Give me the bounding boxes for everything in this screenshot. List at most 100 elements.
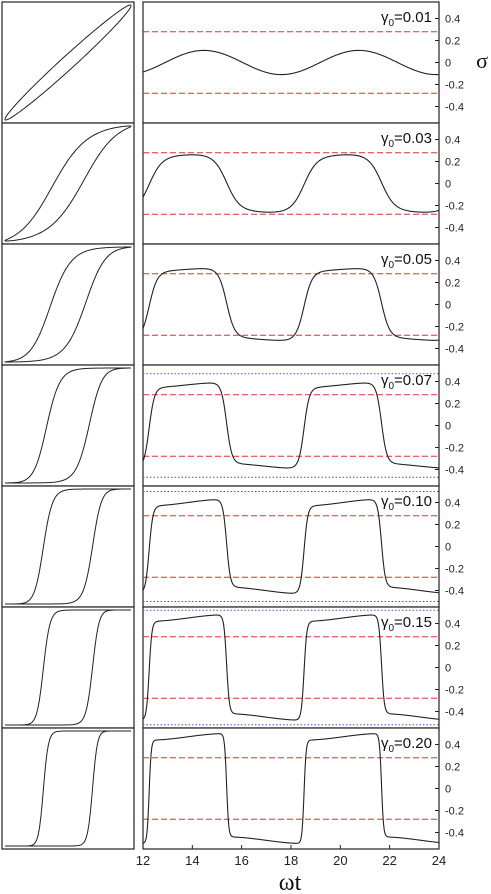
x-tick-label: 20 — [333, 853, 347, 868]
gamma-subscript: 0 — [388, 502, 394, 513]
y-tick-label: -0.4 — [445, 828, 464, 840]
gamma-subscript: 0 — [388, 623, 394, 634]
loop-curve — [4, 246, 132, 363]
gamma-value: =0.03 — [394, 130, 432, 147]
time-frame — [142, 606, 440, 729]
time-panel: γ0=0.20 0.4 0.2 0 -0.2 -0.4 — [142, 727, 464, 850]
y-tick-label: 0 — [445, 179, 451, 191]
gamma-value: =0.15 — [394, 614, 432, 631]
y-tick-label: 0.4 — [445, 498, 460, 510]
loop-panel — [1, 1, 135, 124]
time-frame — [142, 243, 440, 366]
gamma-subscript: 0 — [388, 260, 394, 271]
y-tick-label: 0.4 — [445, 619, 460, 631]
gamma-symbol: γ — [381, 493, 389, 510]
gamma-label: γ0=0.10 — [381, 493, 432, 513]
loop-panel — [1, 243, 135, 366]
time-panel: γ0=0.15 0.40.20-0.2-0.4 — [142, 606, 464, 729]
y-tick-label: -0.4 — [445, 102, 464, 114]
y-tick-label: 0 — [445, 784, 451, 796]
time-frame — [142, 485, 440, 608]
gamma-subscript: 0 — [388, 18, 394, 29]
y-tick-label: 0.4 — [445, 377, 460, 389]
loop-frame — [1, 122, 135, 245]
gamma-label: γ0=0.05 — [381, 251, 432, 271]
loop-frame — [1, 485, 135, 608]
y-tick-label: -0.4 — [445, 465, 464, 477]
gamma-symbol: γ — [381, 251, 389, 268]
y-tick-label: 0.2 — [445, 641, 460, 653]
loop-curve — [5, 367, 131, 484]
y-tick-label: -0.2 — [445, 564, 464, 576]
y-tick-label: 0 — [445, 300, 451, 312]
stress-curve — [142, 614, 440, 721]
stress-curve — [142, 733, 440, 844]
time-frame — [142, 122, 440, 245]
gamma-label: γ0=0.01 — [381, 9, 432, 29]
loop-curve — [5, 609, 131, 726]
y-tick-label: -0.2 — [445, 201, 464, 213]
gamma-symbol: γ — [381, 614, 389, 631]
stress-time-panels: γ0=0.01 0.40.20-0.2-0.4γ0=0.03 0.40.20-0.2… — [142, 1, 464, 850]
loop-panel — [1, 122, 135, 245]
loop-panel — [1, 727, 135, 850]
gamma-value: =0.20 — [394, 735, 432, 752]
y-tick-label: -0.2 — [445, 806, 464, 818]
gamma-label: γ0=0.03 — [381, 130, 432, 150]
y-tick-label: -0.4 — [445, 586, 464, 598]
gamma-symbol: γ — [381, 130, 389, 147]
stress-curve — [142, 49, 440, 76]
time-panel: γ0=0.10 0.4 0.2 0 -0.2 -0.4 — [142, 485, 464, 608]
gamma-label: γ0=0.15 — [381, 614, 432, 634]
y-tick-label: -0.2 — [445, 685, 464, 697]
y-tick-label: 0 — [445, 663, 451, 675]
y-tick-label: 0 — [445, 421, 451, 433]
loop-panel — [1, 485, 135, 608]
gamma-symbol: γ — [381, 9, 389, 26]
y-tick-label: 0.2 — [445, 157, 460, 169]
x-tick-label: 24 — [432, 853, 446, 868]
y-tick-label: -0.4 — [445, 223, 464, 235]
gamma-symbol: γ — [381, 372, 389, 389]
y-tick-label: 0.2 — [445, 520, 460, 532]
time-panel: γ0=0.03 0.4 0.2 0 -0.2 -0.4 — [142, 122, 464, 245]
time-frame — [142, 364, 440, 487]
loop-curve — [5, 730, 131, 847]
y-tick-label: 0.4 — [445, 256, 460, 268]
y-tick-label: 0.4 — [445, 740, 460, 752]
gamma-symbol: γ — [381, 735, 389, 752]
x-tick-label: 12 — [136, 853, 150, 868]
y-tick-label: -0.2 — [445, 322, 464, 334]
gamma-subscript: 0 — [388, 381, 394, 392]
y-tick-label: 0 — [445, 58, 451, 70]
loop-frame — [1, 243, 135, 366]
x-axis-ticks: 12 14 16 18 20 22 24 — [136, 845, 446, 868]
y-tick-label: -0.2 — [445, 443, 464, 455]
stress-curve — [142, 499, 440, 594]
gamma-label: γ0=0.07 — [381, 372, 432, 392]
loop-frame — [1, 606, 135, 729]
x-tick-label: 16 — [234, 853, 248, 868]
stress-strain-loops — [1, 1, 135, 850]
gamma-value: =0.01 — [394, 9, 432, 26]
stress-curve — [142, 268, 440, 341]
loop-curve — [5, 488, 131, 605]
x-axis-label: ωt — [279, 870, 302, 894]
y-tick-label: 0.2 — [445, 399, 460, 411]
y-tick-label: 0.4 — [445, 14, 460, 26]
y-tick-label: -0.4 — [445, 707, 464, 719]
stress-curve — [142, 154, 440, 213]
stress-curve — [142, 382, 440, 469]
loop-curve — [4, 125, 132, 242]
loop-frame — [1, 364, 135, 487]
time-panel: γ0=0.05 0.40.20-0.2-0.4 — [142, 243, 464, 366]
y-tick-label: 0.2 — [445, 762, 460, 774]
loop-panel — [1, 606, 135, 729]
y-tick-label: 0.4 — [445, 135, 460, 147]
gamma-value: =0.07 — [394, 372, 432, 389]
y-tick-label: 0 — [445, 542, 451, 554]
loop-frame — [1, 727, 135, 850]
gamma-label: γ0=0.20 — [381, 735, 432, 755]
time-panel: γ0=0.01 0.40.20-0.2-0.4 — [142, 1, 464, 124]
